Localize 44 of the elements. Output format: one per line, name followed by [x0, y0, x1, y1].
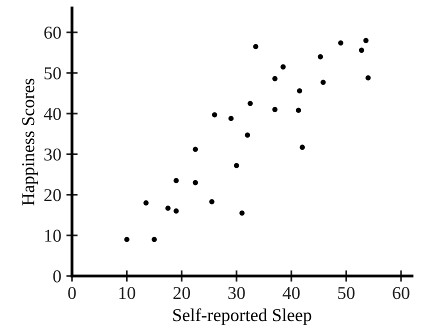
- point: [248, 100, 253, 106]
- x-tick-label: 30: [228, 286, 245, 300]
- x-tick-label: 10: [119, 286, 136, 300]
- point: [318, 54, 324, 60]
- point: [363, 38, 369, 44]
- point: [244, 132, 250, 138]
- point: [272, 106, 278, 112]
- point: [192, 146, 198, 152]
- y-tick-label: 0: [53, 270, 61, 282]
- point: [209, 199, 214, 204]
- point: [338, 40, 344, 46]
- y-tick-label: 40: [44, 108, 61, 120]
- y-tick-label: 50: [44, 67, 61, 80]
- x-tick-label: 50: [338, 286, 355, 300]
- point: [239, 210, 245, 216]
- point: [358, 48, 364, 53]
- y-tick-label: 10: [45, 230, 61, 242]
- point: [366, 75, 371, 80]
- point: [174, 208, 179, 214]
- point: [143, 200, 149, 206]
- point: [174, 178, 179, 184]
- y-tick-label: 60: [44, 26, 61, 39]
- point: [320, 80, 326, 85]
- point: [234, 162, 240, 168]
- x-tick-label: 20: [173, 286, 190, 300]
- y-tick-label: 30: [44, 148, 61, 161]
- point: [124, 236, 130, 242]
- point: [280, 64, 286, 70]
- point: [228, 116, 234, 122]
- point: [192, 180, 198, 186]
- point: [300, 144, 305, 150]
- point: [152, 236, 157, 242]
- x-tick-label: 0: [68, 286, 76, 300]
- x-tick-label: 60: [392, 286, 410, 300]
- point: [165, 206, 171, 211]
- y-axis-title: Happiness Scores: [22, 78, 38, 206]
- point: [272, 76, 278, 82]
- x-axis-title: Self-reported Sleep: [173, 308, 312, 325]
- x-tick-label: 40: [282, 286, 300, 300]
- point: [296, 108, 302, 113]
- point: [253, 44, 258, 50]
- point: [296, 88, 302, 94]
- y-tick-label: 20: [44, 189, 61, 202]
- point: [212, 112, 218, 118]
